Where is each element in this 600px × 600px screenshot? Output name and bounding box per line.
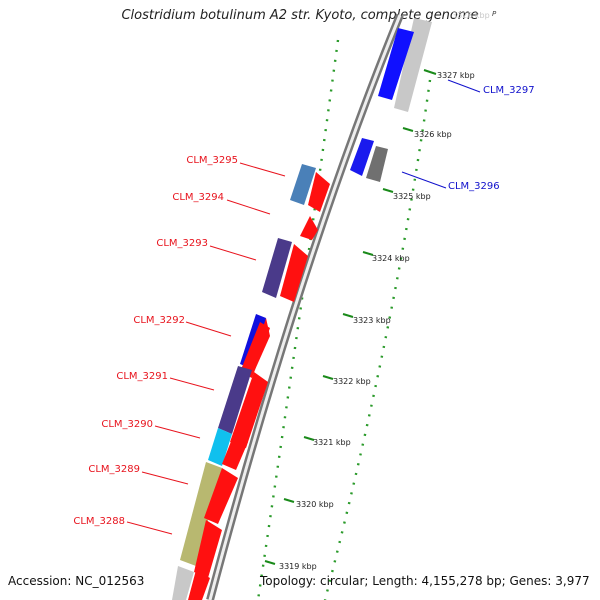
gene-label-clm-3290[interactable]: CLM_3290 (101, 419, 153, 430)
map-title: Clostridium botulinum A2 str. Kyoto, com… (121, 8, 479, 23)
ruler-label-3321: 3321 kbp (313, 438, 351, 447)
gene-label-clm-3295[interactable]: CLM_3295 (186, 155, 238, 166)
gene-clm-3291-box (218, 366, 252, 434)
ruler-label-3324: 3324 kbp (372, 254, 410, 263)
ruler-labels: 3327 kbp 3326 kbp 3325 kbp 3324 kbp 3323… (279, 71, 475, 571)
backbone-inner (208, 14, 402, 600)
gene-clm-3291-b (230, 372, 268, 448)
gene-label-clm-3297[interactable]: CLM_3297 (483, 85, 535, 96)
gene-clm-3296-dark (366, 146, 388, 182)
gene-clm-3288 (194, 520, 222, 578)
gene-clm-3297 (378, 28, 414, 100)
ruler-label-3322: 3322 kbp (333, 377, 371, 386)
gene-clm-3296 (350, 138, 374, 176)
ruler-label-3319: 3319 kbp (279, 562, 317, 571)
title-superscript: P (492, 10, 497, 18)
gene-clm-3294 (300, 216, 318, 240)
gene-label-clm-3289[interactable]: CLM_3289 (88, 464, 140, 475)
gene-clm-3291 (240, 322, 270, 378)
outer-dotted-guide (256, 39, 340, 600)
topology-summary: Topology: circular; Length: 4,155,278 bp… (260, 574, 590, 588)
ruler-faded-label: 3328 kbp (452, 11, 490, 20)
backbone-outer-edge (206, 13, 404, 600)
inner-dotted-guide (323, 79, 432, 600)
gene-clm-3288-b (188, 570, 210, 600)
gene-clm-3293 (280, 244, 308, 302)
ruler-label-3325: 3325 kbp (393, 192, 431, 201)
gene-clm-3289 (204, 468, 238, 524)
gene-label-clm-3296[interactable]: CLM_3296 (448, 181, 500, 192)
gene-clm-3293-box (262, 238, 292, 298)
leader-lines (126, 79, 481, 535)
gene-label-clm-3294[interactable]: CLM_3294 (172, 192, 224, 203)
forward-strand-genes (350, 18, 432, 182)
gene-clm-3290 (222, 434, 248, 470)
ruler-ticks (264, 69, 437, 565)
gene-clm-3295 (308, 172, 330, 212)
ruler-label-3320: 3320 kbp (296, 500, 334, 509)
gene-labels: CLM_3297 CLM_3296 CLM_3295 CLM_3294 CLM_… (73, 85, 534, 527)
reverse-strand-genes (172, 164, 330, 600)
gene-label-clm-3288[interactable]: CLM_3288 (73, 516, 125, 527)
gene-clm-3297-light (394, 18, 432, 112)
ruler-label-3326: 3326 kbp (414, 130, 452, 139)
gene-label-clm-3291[interactable]: CLM_3291 (116, 371, 168, 382)
accession-text: Accession: NC_012563 (8, 574, 145, 588)
gene-bottom-grey (172, 566, 194, 600)
ruler-label-3327: 3327 kbp (437, 71, 475, 80)
gene-clm-3289-box (180, 462, 222, 566)
gene-clm-3290-box (208, 428, 232, 466)
gene-label-clm-3292[interactable]: CLM_3292 (133, 315, 185, 326)
gene-label-clm-3293[interactable]: CLM_3293 (156, 238, 208, 249)
gene-clm-3295-box (290, 164, 316, 205)
ruler-label-3323: 3323 kbp (353, 316, 391, 325)
